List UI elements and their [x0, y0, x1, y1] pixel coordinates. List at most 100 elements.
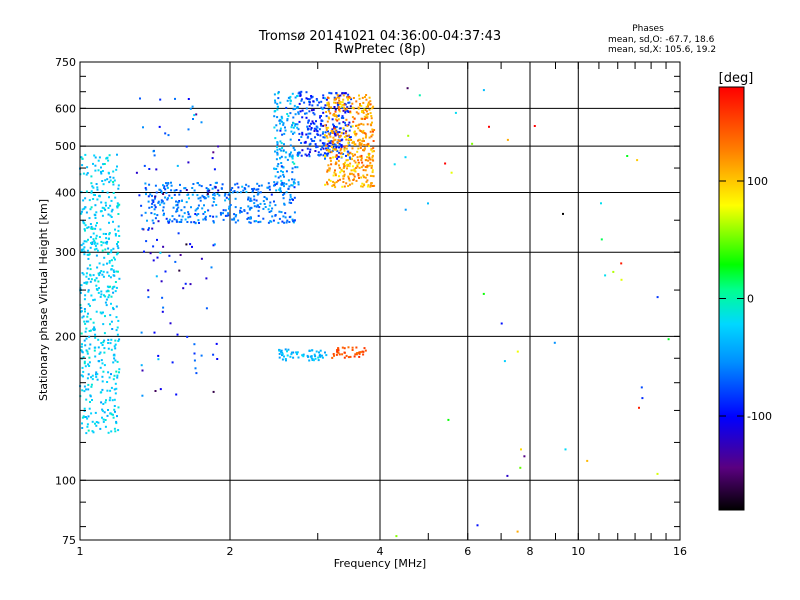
data-point [98, 156, 101, 159]
data-point [80, 212, 83, 215]
data-point [249, 221, 252, 224]
data-point [99, 295, 102, 298]
data-point [333, 181, 336, 184]
data-point [113, 179, 116, 182]
data-point [364, 169, 367, 172]
data-point [364, 166, 367, 168]
data-point [323, 97, 326, 100]
data-point [363, 140, 365, 142]
data-point [112, 220, 114, 223]
data-point [309, 148, 312, 151]
data-point [99, 427, 102, 430]
data-point [274, 183, 277, 186]
data-point [102, 241, 105, 244]
data-point [282, 123, 285, 126]
data-point [305, 112, 308, 115]
data-point [290, 353, 293, 356]
data-point [296, 106, 299, 108]
data-point [102, 323, 105, 326]
data-point [333, 98, 336, 101]
data-point [81, 157, 84, 160]
data-point [116, 245, 119, 248]
data-point [228, 192, 231, 195]
data-point [179, 183, 181, 186]
data-point [328, 141, 331, 144]
data-point [92, 238, 95, 241]
data-point [306, 125, 309, 128]
data-point [80, 210, 83, 213]
data-point [109, 176, 112, 179]
data-point [88, 356, 91, 359]
data-point [114, 258, 116, 261]
data-point [334, 163, 337, 166]
data-point [258, 206, 261, 209]
data-point [94, 169, 97, 172]
data-point [94, 422, 96, 425]
y-tick-label: 200 [55, 330, 76, 343]
data-point [291, 218, 294, 221]
data-point [292, 221, 295, 224]
data-point [159, 251, 162, 254]
data-point [277, 97, 280, 100]
data-point [109, 276, 112, 279]
data-point [83, 253, 86, 256]
data-point [506, 138, 509, 141]
data-point [159, 203, 162, 206]
data-point [338, 166, 341, 169]
data-point [83, 339, 86, 342]
data-point [153, 331, 156, 334]
data-point [205, 187, 208, 190]
data-point [327, 147, 330, 150]
data-point [267, 182, 270, 185]
data-point [350, 139, 353, 141]
data-point [184, 218, 187, 221]
y-tick-label: 600 [55, 102, 76, 115]
data-point [98, 262, 101, 265]
data-point [365, 134, 368, 137]
data-point [360, 159, 363, 162]
data-point [266, 198, 268, 201]
data-point [101, 416, 103, 419]
data-point [300, 136, 303, 138]
data-point [340, 155, 343, 158]
data-point [313, 353, 316, 356]
data-point [274, 175, 277, 178]
data-point [85, 398, 88, 401]
data-point [218, 194, 221, 197]
data-point [83, 320, 86, 323]
data-point [173, 218, 176, 221]
data-point [192, 183, 195, 185]
data-point [89, 268, 92, 271]
data-point [277, 176, 280, 179]
data-point [171, 361, 174, 364]
data-point [202, 212, 205, 215]
data-point [280, 165, 283, 168]
data-point [319, 349, 322, 352]
data-point [83, 416, 86, 419]
data-point [185, 201, 188, 204]
data-point [288, 201, 291, 204]
data-point [102, 311, 104, 314]
data-point [359, 138, 362, 141]
data-point [164, 132, 167, 135]
x-tick-label: 8 [527, 545, 534, 558]
data-point [347, 177, 350, 180]
data-point [213, 197, 216, 200]
data-point [165, 182, 167, 185]
data-point [81, 427, 84, 429]
data-point [278, 349, 281, 352]
data-point [110, 249, 113, 252]
data-point [96, 186, 99, 189]
data-point [329, 135, 332, 138]
data-point [335, 125, 338, 128]
data-point [231, 218, 234, 221]
data-point [249, 216, 252, 219]
data-point [370, 135, 373, 138]
data-point [371, 121, 373, 124]
data-point [206, 193, 209, 195]
data-point [293, 178, 296, 181]
data-point [351, 346, 354, 349]
data-point [361, 117, 364, 120]
data-point [315, 145, 318, 148]
data-point [345, 164, 348, 167]
